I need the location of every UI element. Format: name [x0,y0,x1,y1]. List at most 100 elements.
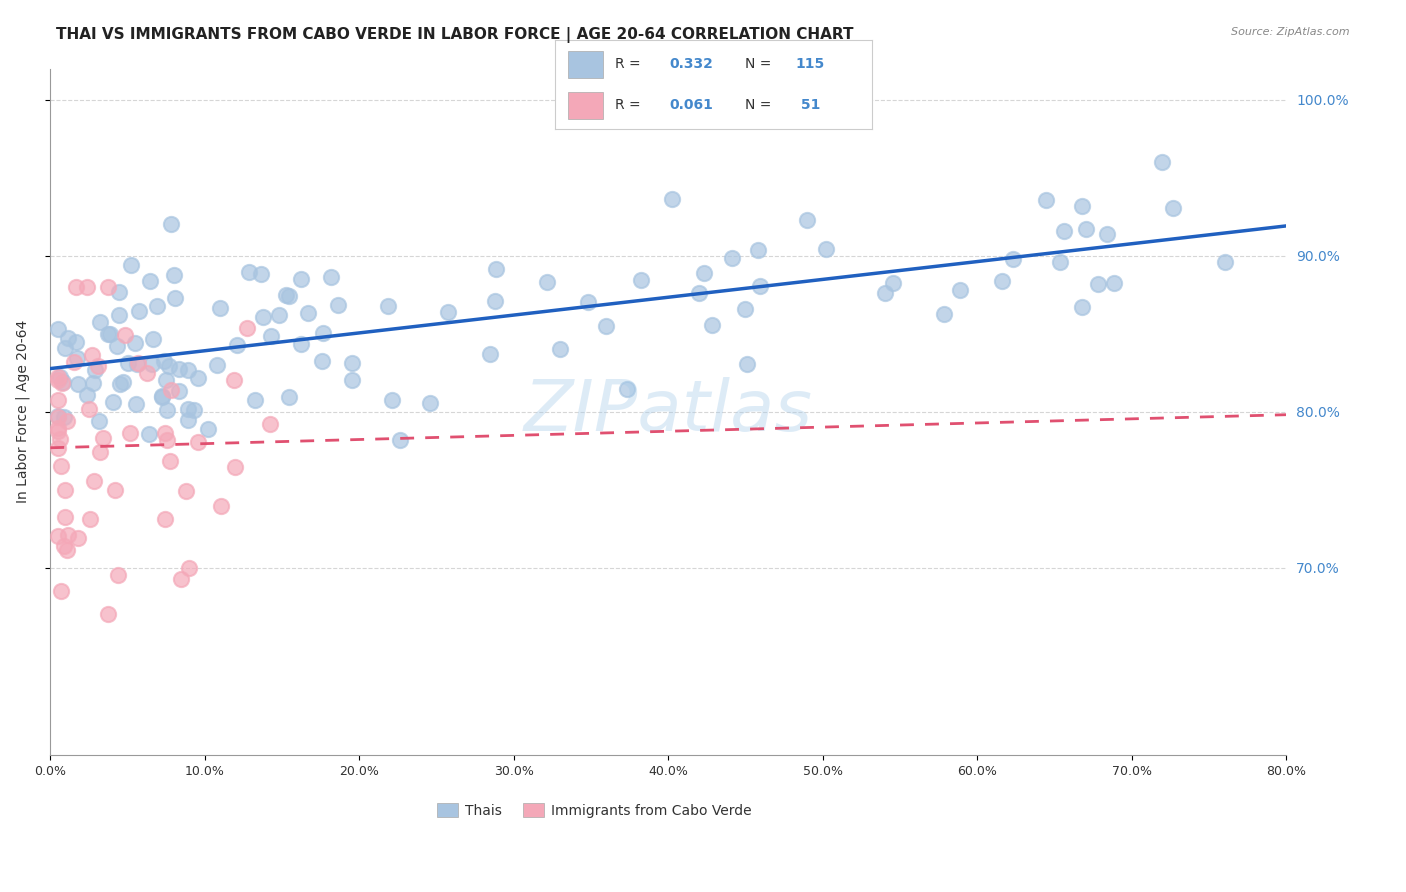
Point [53,410,76,425]
Point [114,328,136,343]
Point [46,420,69,434]
Point [209,500,232,514]
Point [1049,255,1071,269]
Point [873,285,896,300]
Point [187,435,209,450]
Point [108,308,131,322]
Point [138,274,160,288]
Point [46,321,69,335]
Point [125,357,148,371]
Point [177,401,200,416]
Text: N =: N = [745,98,776,112]
Point [169,362,191,376]
Point [174,483,197,498]
Point [484,293,506,308]
Point [176,363,198,377]
Point [1002,252,1025,266]
Point [277,390,299,404]
Point [167,384,190,399]
Point [56,414,79,428]
Point [124,336,146,351]
Point [46,409,69,424]
Point [169,572,191,586]
Point [107,568,129,582]
Point [297,306,319,320]
Point [108,377,131,392]
Point [419,396,441,410]
Point [51,376,73,390]
Point [179,560,201,574]
Point [381,393,404,408]
Point [65,280,87,294]
Point [56,543,79,558]
Point [536,276,558,290]
Point [159,454,181,468]
Point [1087,277,1109,292]
Point [83,474,105,488]
Text: N =: N = [745,57,776,71]
Point [76,388,98,402]
Point [238,265,260,279]
Point [1074,222,1097,236]
Point [155,512,177,526]
Text: THAI VS IMMIGRANTS FROM CABO VERDE IN LABOR FORCE | AGE 20-64 CORRELATION CHART: THAI VS IMMIGRANTS FROM CABO VERDE IN LA… [56,27,853,43]
Point [141,357,163,371]
Point [478,347,501,361]
Point [105,339,128,353]
Point [485,262,508,277]
Point [721,252,744,266]
Point [107,285,129,300]
Point [117,356,139,370]
Text: Source: ZipAtlas.com: Source: ZipAtlas.com [1232,27,1350,37]
Point [89,445,111,459]
Point [319,269,342,284]
Point [127,356,149,370]
Point [157,359,180,374]
Point [104,483,127,498]
Point [128,303,150,318]
Point [661,192,683,206]
Point [46,373,69,387]
Point [165,291,187,305]
Point [1102,276,1125,290]
Point [163,268,186,282]
Point [197,422,219,436]
Point [688,286,710,301]
Point [89,315,111,329]
Text: 115: 115 [796,57,825,71]
Point [595,318,617,333]
Y-axis label: In Labor Force | Age 20-64: In Labor Force | Age 20-64 [15,320,30,503]
Point [949,283,972,297]
Point [183,402,205,417]
Point [93,431,115,445]
Legend: Thais, Immigrants from Cabo Verde: Thais, Immigrants from Cabo Verde [432,797,756,823]
Text: 0.332: 0.332 [669,57,713,71]
Point [1095,227,1118,241]
FancyBboxPatch shape [568,51,603,78]
Point [82,376,104,390]
Point [58,528,80,542]
Point [548,342,571,356]
Point [749,279,772,293]
Text: 0.061: 0.061 [669,98,713,112]
Point [259,417,281,431]
Point [1161,202,1184,216]
Point [326,298,349,312]
Point [46,442,69,456]
Text: ZIPatlas: ZIPatlas [524,377,813,446]
Point [340,355,363,369]
Point [159,217,181,231]
Point [112,375,135,389]
Point [49,370,72,384]
Point [260,329,283,343]
Point [135,366,157,380]
Point [79,512,101,526]
Point [58,331,80,345]
Point [159,383,181,397]
Text: R =: R = [616,98,645,112]
Point [46,392,69,407]
Point [97,280,120,294]
Point [66,351,89,365]
Point [80,348,103,362]
Point [245,393,267,408]
